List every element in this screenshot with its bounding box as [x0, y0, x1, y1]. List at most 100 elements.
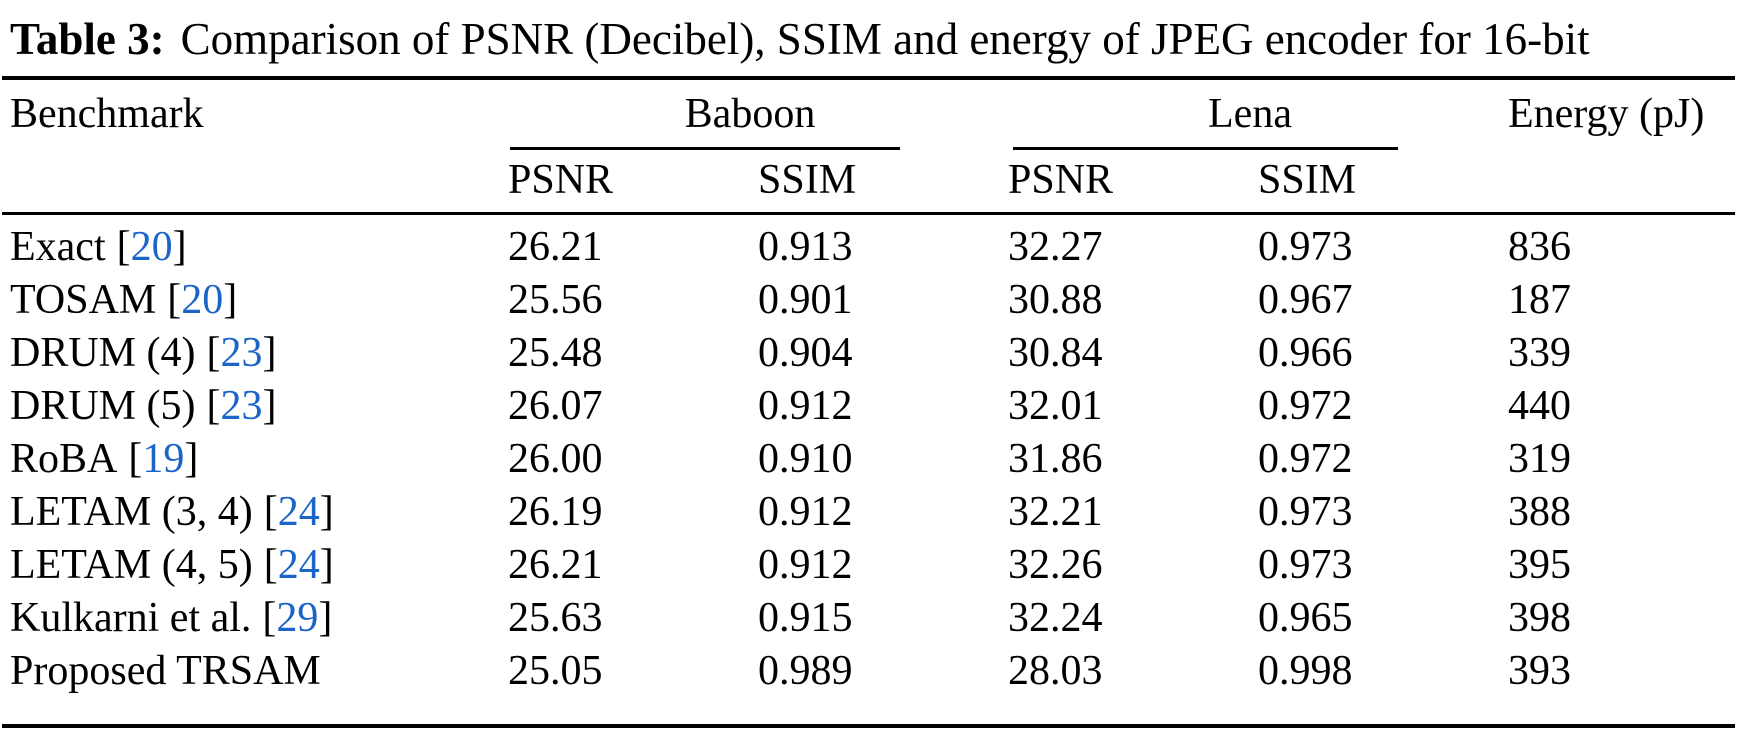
- baboon-ssim-cell: 0.989: [758, 648, 853, 694]
- lena-ssim-cell: 0.973: [1258, 542, 1353, 588]
- column-header-baboon-psnr: PSNR: [508, 157, 614, 203]
- benchmark-cell: RoBA [19]: [0, 433, 500, 486]
- baboon-psnr-cell: 26.19: [508, 489, 603, 535]
- energy-cell: 440: [1508, 383, 1571, 429]
- energy-cell: 836: [1508, 224, 1571, 270]
- citation-close-bracket: ]: [318, 595, 333, 641]
- column-group-header-lena: Lena: [1208, 91, 1292, 137]
- table-row: RoBA [19] 26.00 0.910 31.86 0.972 319: [0, 433, 1737, 486]
- lena-psnr-cell: 30.88: [1008, 277, 1103, 323]
- benchmark-cell: TOSAM [20]: [0, 274, 500, 327]
- column-header-lena-psnr: PSNR: [1008, 157, 1114, 203]
- benchmark-cell: LETAM (3, 4) [24]: [0, 486, 500, 539]
- citation-ref-link[interactable]: 20: [130, 224, 173, 270]
- table-row: Kulkarni et al. [29] 25.63 0.915 32.24 0.…: [0, 592, 1737, 645]
- baboon-psnr-cell: 26.21: [508, 542, 603, 588]
- table-row: Proposed TRSAM[] 25.05 0.989 28.03 0.998…: [0, 645, 1737, 698]
- baboon-psnr-cell: 25.56: [508, 277, 603, 323]
- lena-ssim-cell: 0.998: [1258, 648, 1353, 694]
- baboon-psnr-cell: 25.05: [508, 648, 603, 694]
- energy-cell: 319: [1508, 436, 1571, 482]
- baboon-psnr-cell: 26.00: [508, 436, 603, 482]
- benchmark-name: TOSAM: [10, 277, 157, 323]
- lena-psnr-cell: 31.86: [1008, 436, 1103, 482]
- lena-psnr-cell: 32.27: [1008, 224, 1103, 270]
- table-row: Exact [20] 26.21 0.913 32.27 0.973 836: [0, 221, 1737, 274]
- table-row: DRUM (4) [23] 25.48 0.904 30.84 0.966 339: [0, 327, 1737, 380]
- benchmark-name: Proposed TRSAM: [10, 648, 321, 694]
- citation-close-bracket: ]: [319, 542, 334, 588]
- baboon-group-rule: [510, 146, 900, 150]
- baboon-psnr-cell: 26.07: [508, 383, 603, 429]
- table-caption-label: Table 3:: [10, 14, 165, 64]
- citation-open-bracket: [: [263, 489, 278, 535]
- baboon-psnr-cell: 25.63: [508, 595, 603, 641]
- table-row: DRUM (5) [23] 26.07 0.912 32.01 0.972 440: [0, 380, 1737, 433]
- citation-open-bracket: [: [263, 542, 278, 588]
- lena-psnr-cell: 30.84: [1008, 330, 1103, 376]
- citation-open-bracket: [: [116, 224, 131, 270]
- benchmark-name: LETAM (4, 5): [10, 542, 253, 588]
- benchmark-name: DRUM (4): [10, 330, 196, 376]
- citation-ref-link[interactable]: 23: [220, 330, 263, 376]
- baboon-ssim-cell: 0.913: [758, 224, 853, 270]
- benchmark-cell: Proposed TRSAM[]: [0, 645, 500, 698]
- energy-cell: 388: [1508, 489, 1571, 535]
- table-caption-text: Comparison of PSNR (Decibel), SSIM and e…: [180, 14, 1590, 64]
- table-bottom-rule: [2, 724, 1735, 728]
- citation-close-bracket: ]: [262, 330, 277, 376]
- table-header: Benchmark Baboon Lena Energy (pJ) PSNR S…: [0, 86, 1737, 206]
- citation-ref-link[interactable]: 24: [277, 542, 320, 588]
- table-row: LETAM (3, 4) [24] 26.19 0.912 32.21 0.973…: [0, 486, 1737, 539]
- citation-open-bracket: [: [206, 330, 221, 376]
- table-body: Exact [20] 26.21 0.913 32.27 0.973 836 TO…: [0, 221, 1737, 698]
- baboon-psnr-cell: 26.21: [508, 224, 603, 270]
- citation-ref-link[interactable]: 20: [181, 277, 224, 323]
- lena-group-rule: [1013, 146, 1398, 150]
- column-group-header-baboon: Baboon: [684, 91, 816, 137]
- energy-cell: 398: [1508, 595, 1571, 641]
- lena-ssim-cell: 0.972: [1258, 383, 1353, 429]
- citation-ref-link[interactable]: 24: [277, 489, 320, 535]
- lena-psnr-cell: 32.01: [1008, 383, 1103, 429]
- benchmark-name: LETAM (3, 4): [10, 489, 253, 535]
- benchmark-cell: LETAM (4, 5) [24]: [0, 539, 500, 592]
- energy-cell: 339: [1508, 330, 1571, 376]
- citation-close-bracket: ]: [184, 436, 199, 482]
- table-top-rule: [2, 76, 1735, 80]
- citation: [29]: [262, 595, 332, 641]
- lena-psnr-cell: 32.21: [1008, 489, 1103, 535]
- baboon-ssim-cell: 0.904: [758, 330, 853, 376]
- citation: [20]: [167, 277, 237, 323]
- citation-close-bracket: ]: [223, 277, 238, 323]
- citation: [24]: [264, 542, 334, 588]
- citation: [20]: [117, 224, 187, 270]
- baboon-ssim-cell: 0.912: [758, 542, 853, 588]
- benchmark-cell: Exact [20]: [0, 221, 500, 274]
- baboon-psnr-cell: 25.48: [508, 330, 603, 376]
- table-row: LETAM (4, 5) [24] 26.21 0.912 32.26 0.973…: [0, 539, 1737, 592]
- benchmark-cell: Kulkarni et al. [29]: [0, 592, 500, 645]
- citation-open-bracket: [: [167, 277, 182, 323]
- lena-ssim-cell: 0.965: [1258, 595, 1353, 641]
- citation-open-bracket: [: [206, 383, 221, 429]
- table-row: TOSAM [20] 25.56 0.901 30.88 0.967 187: [0, 274, 1737, 327]
- citation-ref-link[interactable]: 29: [276, 595, 319, 641]
- benchmark-cell: DRUM (5) [23]: [0, 380, 500, 433]
- column-header-energy: Energy (pJ): [1508, 91, 1705, 137]
- benchmark-name: DRUM (5): [10, 383, 196, 429]
- lena-psnr-cell: 28.03: [1008, 648, 1103, 694]
- energy-cell: 395: [1508, 542, 1571, 588]
- baboon-ssim-cell: 0.901: [758, 277, 853, 323]
- benchmark-cell: DRUM (4) [23]: [0, 327, 500, 380]
- citation-ref-link[interactable]: 23: [220, 383, 263, 429]
- citation-close-bracket: ]: [172, 224, 187, 270]
- citation: [23]: [207, 330, 277, 376]
- energy-cell: 393: [1508, 648, 1571, 694]
- citation-open-bracket: [: [262, 595, 277, 641]
- lena-ssim-cell: 0.966: [1258, 330, 1353, 376]
- benchmark-name: Exact: [10, 224, 106, 270]
- citation-ref-link[interactable]: 19: [142, 436, 185, 482]
- lena-psnr-cell: 32.24: [1008, 595, 1103, 641]
